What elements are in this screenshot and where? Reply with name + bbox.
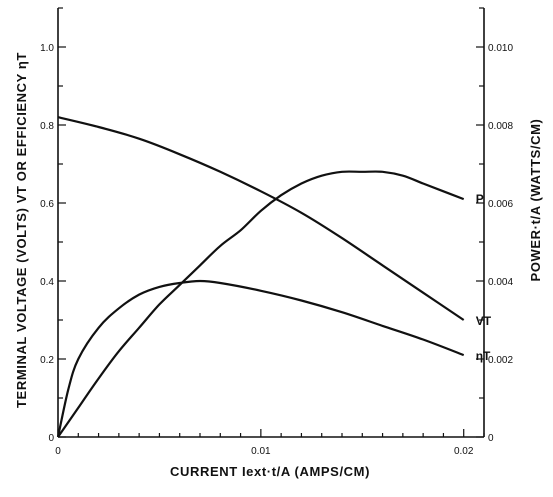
x-tick-label: 0 [55,446,61,457]
left-y-tick-label: 0.2 [40,355,54,366]
series-line-eta [56,279,465,438]
left-axis-label: TERMINAL VOLTAGE (VOLTS) VT OR EFFICIENC… [14,52,29,408]
curve-label-eta: ηT [476,349,491,363]
curve-label-p: P [476,192,484,206]
right-axis-ticks: 0 0.002 0.004 0.006 0.008 0.010 [476,7,513,444]
curve-labels: P VT ηT [476,192,492,363]
curve-label-vt: VT [476,314,492,328]
left-y-tick-label: 1.0 [40,43,54,54]
left-y-tick-label: 0.8 [40,121,54,132]
series-line-vt [57,116,465,321]
right-y-tick-label: 0 [488,433,494,444]
axes-frame [57,8,485,438]
x-axis-label: CURRENT Iext·t/A (AMPS/CM) [170,464,370,479]
right-y-tick-label: 0.002 [488,355,513,366]
x-axis-ticks: 0 0.01 0.02 [55,429,485,457]
right-y-tick-label: 0.004 [488,277,513,288]
right-axis-label: POWER·t/A (WATTS/CM) [528,119,543,282]
left-y-tick-label: 0.4 [40,277,54,288]
left-y-tick-label: 0 [48,433,54,444]
right-y-tick-label: 0.008 [488,121,513,132]
series-group [56,116,465,438]
left-axis-ticks: 0 0.2 0.4 0.6 0.8 1.0 [40,7,66,444]
x-tick-label: 0.02 [454,446,474,457]
series-line-p [57,170,465,438]
x-tick-label: 0.01 [251,446,271,457]
right-y-tick-label: 0.010 [488,43,513,54]
left-y-tick-label: 0.6 [40,199,54,210]
right-y-tick-label: 0.006 [488,199,513,210]
